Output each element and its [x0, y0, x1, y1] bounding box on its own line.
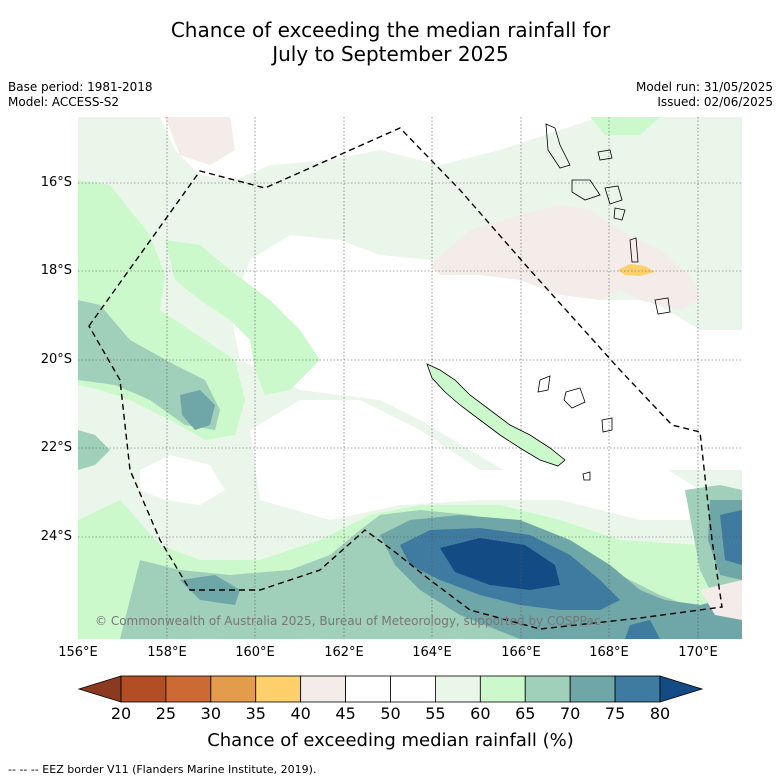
colorbar-extend-low: [77, 675, 122, 703]
contour-40-45-ne: [430, 205, 700, 310]
colorbar-tick-label: 70: [559, 704, 581, 723]
model-name: Model: ACCESS-S2: [8, 95, 120, 109]
lon-label: 168°E: [589, 645, 629, 660]
colorbar-segment: [614, 675, 661, 703]
contour-80-plus-core: [440, 538, 560, 590]
colorbar-segment: [255, 675, 302, 703]
isle-of-pines: [582, 471, 591, 481]
lat-label: 22°S: [40, 440, 72, 455]
contour-65-70-mid: [165, 240, 320, 395]
colorbar-tick-label: 25: [155, 704, 177, 723]
loyalty-island-2: [563, 387, 586, 409]
contour-45-55-centre: [250, 400, 742, 520]
colorbar-tick-label: 45: [335, 704, 356, 723]
issued-date: Issued: 02/06/2025: [657, 95, 773, 109]
contour-65-70-north: [590, 117, 660, 135]
contour-40-45-se: [700, 580, 742, 620]
colorbar-segment: [569, 675, 616, 703]
lat-label: 16°S: [40, 175, 72, 190]
colorbar-tick-label: 55: [425, 704, 446, 723]
colorbar-segment: [390, 675, 436, 703]
contour-45-55-sw: [140, 455, 225, 505]
lon-label: 166°E: [501, 645, 541, 660]
base-period: Base period: 1981-2018: [8, 80, 153, 94]
colorbar: [77, 675, 704, 703]
chart-title: Chance of exceeding the median rainfall …: [0, 18, 781, 66]
lon-label: 158°E: [147, 645, 187, 660]
lat-label: 18°S: [40, 263, 72, 278]
contour-40-45-north: [165, 117, 235, 165]
vanuatu-island-5: [613, 207, 626, 221]
colorbar-segment: [479, 675, 526, 703]
vanuatu-island-3: [597, 149, 613, 161]
copyright-notice: © Commonwealth of Australia 2025, Bureau…: [95, 614, 601, 628]
loyalty-island-1: [537, 375, 551, 393]
meta-right: Model run: 31/05/2025 Issued: 02/06/2025: [636, 80, 773, 110]
vanuatu-island-2: [571, 179, 601, 201]
colorbar-segment: [300, 675, 346, 703]
lon-label: 170°E: [678, 645, 718, 660]
vanuatu-island-4: [604, 185, 623, 205]
meta-left: Base period: 1981-2018 Model: ACCESS-S2: [8, 80, 153, 110]
eez-legend-footer: -- -- -- EEZ border V11 (Flanders Marine…: [8, 763, 317, 776]
colorbar-tick-label: 80: [649, 704, 671, 723]
colorbar-segment: [165, 675, 212, 703]
colorbar-tick-label: 50: [380, 704, 401, 723]
gridlines: [78, 117, 742, 639]
title-line-2: July to September 2025: [272, 42, 509, 66]
lat-label: 24°S: [40, 529, 72, 544]
contour-75-80-west: [180, 390, 215, 430]
lat-label: 20°S: [40, 352, 72, 367]
vanuatu-espiritu-santo: [545, 123, 571, 169]
colorbar-segment: [210, 675, 257, 703]
vanuatu-island-6: [654, 297, 671, 315]
colorbar-segment: [435, 675, 481, 703]
model-run: Model run: 31/05/2025: [635, 80, 773, 94]
map-area: [78, 117, 742, 639]
contour-35-40-patch: [618, 264, 655, 276]
colorbar-segment: [120, 675, 167, 703]
colorbar-segment: [345, 675, 391, 703]
vanuatu-island-7: [629, 237, 639, 263]
lon-label: 156°E: [58, 645, 98, 660]
lon-label: 160°E: [235, 645, 275, 660]
colorbar-extend-high: [659, 675, 704, 703]
lon-label: 164°E: [412, 645, 452, 660]
colorbar-tick-label: 60: [470, 704, 491, 723]
title-line-1: Chance of exceeding the median rainfall …: [170, 18, 611, 42]
contour-80-plus-east: [720, 510, 742, 565]
eez-border: [88, 127, 723, 630]
colorbar-tick-label: 65: [515, 704, 536, 723]
contour-80-plus-sse: [625, 620, 660, 639]
colorbar-label: Chance of exceeding median rainfall (%): [207, 730, 574, 751]
colorbar-tick-label: 20: [110, 704, 132, 723]
colorbar-segment: [524, 675, 571, 703]
colorbar-tick-label: 75: [604, 704, 626, 723]
new-caledonia-island: [426, 363, 566, 467]
loyalty-island-3: [601, 417, 613, 433]
colorbar-tick-label: 30: [200, 704, 221, 723]
colorbar-tick-label: 35: [245, 704, 266, 723]
colorbar-tick-label: 40: [290, 704, 311, 723]
contour-70-75-west-small: [78, 430, 110, 470]
lon-label: 162°E: [324, 645, 364, 660]
